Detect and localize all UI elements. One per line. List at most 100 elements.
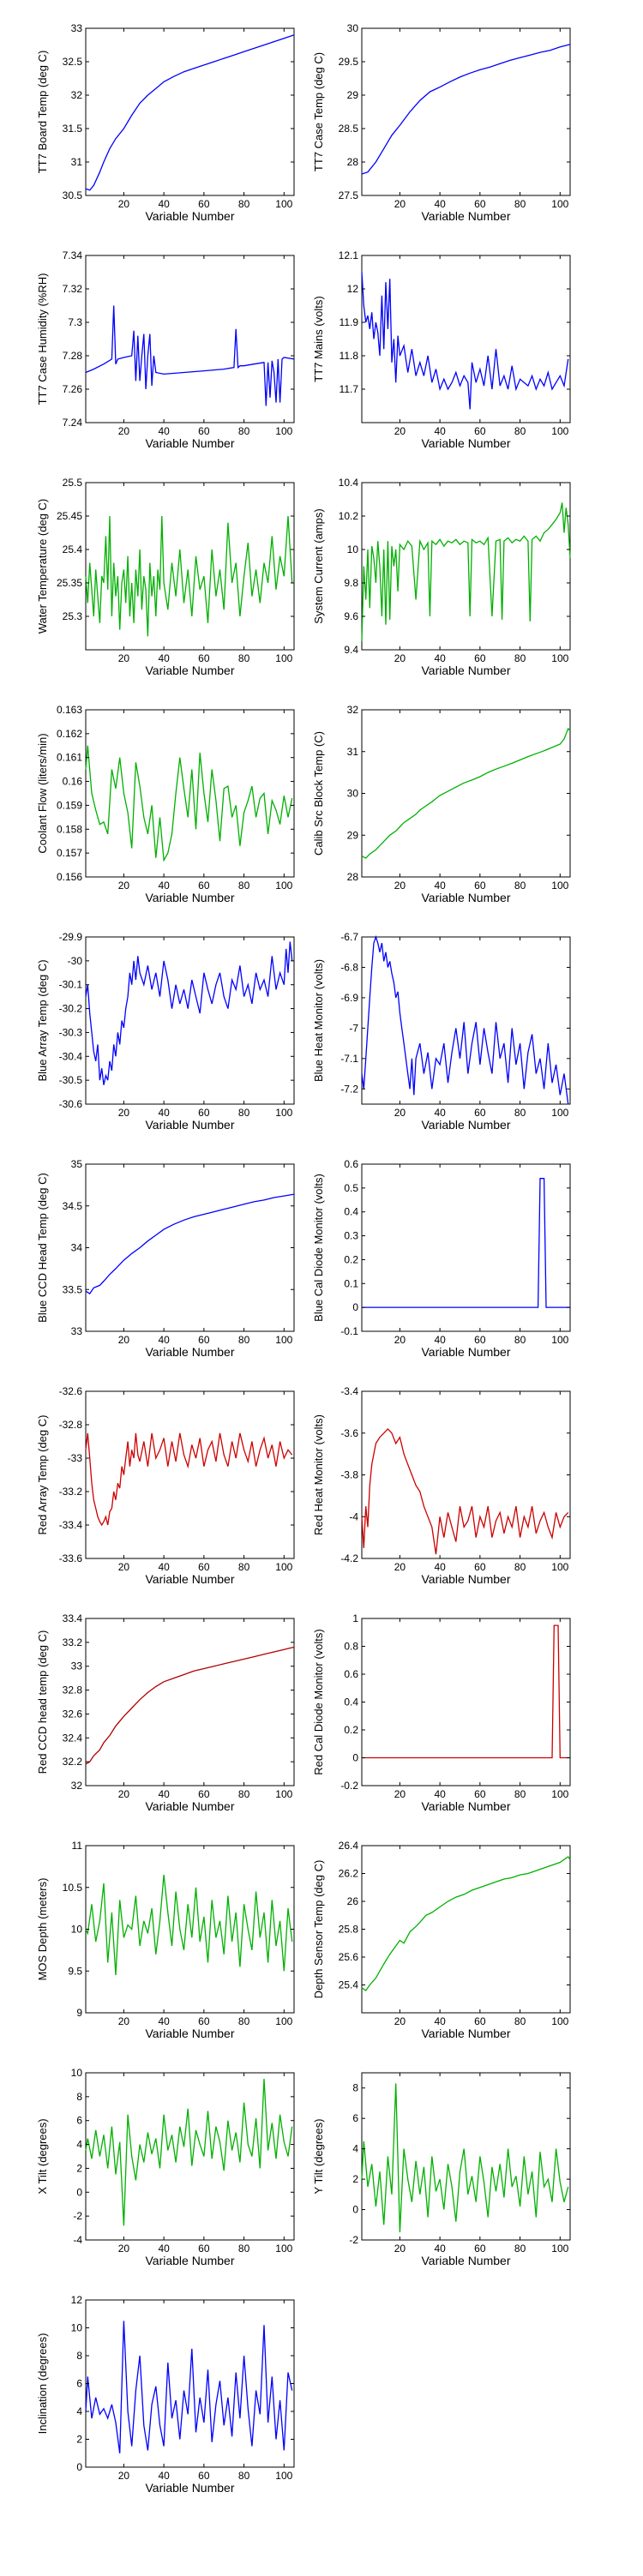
y-tick-label: 11.8 [340, 350, 359, 362]
x-tick-label: 80 [514, 652, 526, 664]
subplot-21: 20 40 60 80 100 0 2 4 6 8 10 12 Variable Number Incli… [36, 2294, 295, 2495]
x-tick-label: 20 [394, 1561, 406, 1573]
x-tick-label: 100 [551, 2243, 568, 2255]
series-line [361, 44, 571, 175]
x-tick-label: 100 [275, 1561, 292, 1573]
y-tick-label: -30.1 [59, 979, 83, 991]
y-tick-label: 10.2 [339, 510, 359, 522]
y-axis-label: Blue Heat Monitor (volts) [312, 959, 325, 1082]
x-tick-label: 100 [275, 1107, 292, 1119]
x-tick-label: 60 [198, 1334, 210, 1346]
y-tick-label: 32.8 [63, 1684, 83, 1696]
x-tick-label: 60 [474, 2015, 486, 2027]
x-axis-label: Variable Number [421, 2027, 510, 2040]
y-tick-label: 25.3 [63, 610, 83, 622]
x-tick-label: 80 [514, 880, 526, 892]
x-tick-label: 100 [551, 198, 568, 210]
x-tick-label: 20 [118, 198, 130, 210]
plot-frame [85, 482, 295, 651]
subplot-17: 20 40 60 80 100 9 9.5 10 10.5 11 Variable Number MO… [36, 1840, 295, 2040]
y-tick-label: 29.5 [339, 56, 359, 68]
y-tick-label: 2 [76, 2434, 82, 2446]
y-axis-label: Coolant Flow (liters/min) [36, 733, 49, 853]
x-axis-label: Variable Number [421, 209, 510, 223]
x-tick-label: 80 [514, 425, 526, 437]
x-tick-label: 20 [118, 2243, 130, 2255]
y-tick-label: -7 [349, 1022, 358, 1034]
x-tick-label: 60 [198, 1788, 210, 1800]
x-tick-label: 80 [238, 2243, 250, 2255]
x-tick-label: 20 [118, 2470, 130, 2482]
y-tick-label: -4 [349, 1510, 358, 1522]
x-tick-label: 60 [198, 2470, 210, 2482]
y-tick-label: 0 [352, 2204, 358, 2216]
series-line [85, 1646, 295, 1765]
x-tick-label: 100 [551, 1107, 568, 1119]
series-line [85, 745, 293, 862]
y-axis-label: Blue Array Temp (deg C) [36, 959, 49, 1081]
x-axis-label: Variable Number [145, 2027, 234, 2040]
y-tick-label: 6 [352, 2112, 358, 2124]
subplot-7: 20 40 60 80 100 0.156 0.157 0.158 0.159 0.16 0.161… [36, 704, 295, 904]
x-tick-label: 80 [514, 1107, 526, 1119]
y-tick-label: 11 [72, 1840, 83, 1852]
x-axis-label: Variable Number [145, 209, 234, 223]
y-tick-label: -30.4 [59, 1050, 83, 1062]
x-tick-label: 80 [514, 1788, 526, 1800]
x-tick-label: 80 [514, 198, 526, 210]
x-tick-label: 40 [434, 1107, 446, 1119]
y-tick-label: -33.6 [59, 1552, 83, 1564]
series-line [85, 34, 295, 191]
series-line [361, 1856, 571, 1991]
y-tick-label: 4 [76, 2405, 82, 2417]
x-tick-label: 80 [238, 1334, 250, 1346]
y-tick-label: -6.7 [340, 931, 358, 943]
y-axis-label: TT7 Case Temp (deg C) [312, 52, 325, 171]
x-tick-label: 80 [238, 652, 250, 664]
x-tick-label: 40 [434, 880, 446, 892]
y-tick-label: -32.6 [59, 1385, 83, 1397]
x-tick-label: 100 [275, 652, 292, 664]
y-tick-label: -30 [68, 955, 83, 967]
x-tick-label: 100 [551, 1561, 568, 1573]
x-tick-label: 60 [474, 1334, 486, 1346]
y-tick-label: 32 [71, 1780, 83, 1792]
plot-frame [361, 1163, 571, 1332]
x-tick-label: 80 [238, 2015, 250, 2027]
plot-frame [85, 936, 295, 1105]
plot-frame [361, 936, 571, 1105]
y-tick-label: 32.4 [63, 1732, 83, 1744]
subplot-16: 20 40 60 80 100 -0.2 0 0.2 0.4 0.6 0.8 1 Variable Nu… [312, 1612, 571, 1813]
x-tick-label: 100 [275, 1334, 292, 1346]
y-tick-label: 4 [76, 2139, 82, 2151]
y-tick-label: 25.35 [57, 577, 82, 589]
x-tick-label: 20 [394, 2015, 406, 2027]
y-tick-label: 2 [76, 2162, 82, 2174]
y-axis-label: Blue CCD Head Temp (deg C) [36, 1173, 49, 1323]
y-tick-label: 33 [71, 22, 83, 34]
y-tick-label: 28 [347, 156, 359, 168]
x-tick-label: 40 [158, 2243, 170, 2255]
series-line [361, 272, 569, 410]
x-axis-label: Variable Number [145, 1572, 234, 1586]
y-tick-label: -0.1 [340, 1325, 358, 1337]
y-tick-label: 25.4 [339, 1979, 359, 1991]
y-tick-label: 7.24 [63, 417, 83, 429]
x-tick-label: 80 [238, 1561, 250, 1573]
x-tick-label: 80 [238, 198, 250, 210]
subplot-9: 20 40 60 80 100 -30.6 -30.5 -30.4 -30.3 -30.2 -30.… [36, 931, 295, 1132]
x-tick-label: 20 [394, 1334, 406, 1346]
x-tick-label: 100 [551, 1788, 568, 1800]
x-tick-label: 20 [394, 880, 406, 892]
x-tick-label: 100 [275, 1788, 292, 1800]
x-axis-label: Variable Number [145, 2254, 234, 2267]
y-tick-label: 30 [347, 788, 359, 800]
y-tick-label: 10 [347, 543, 359, 555]
y-axis-label: Red CCD head temp (deg C) [36, 1630, 49, 1774]
x-axis-label: Variable Number [421, 664, 510, 677]
y-tick-label: 7.3 [68, 316, 82, 328]
subplot-13: 20 40 60 80 100 -33.6 -33.4 -33.2 -33 -32.8 -32.6 V… [36, 1385, 295, 1586]
subplot-1: 20 40 60 80 100 30.5 31 31.5 32 32.5 33 Variable Nu… [36, 22, 295, 223]
series-line [85, 941, 293, 1085]
series-line [85, 1875, 293, 1976]
